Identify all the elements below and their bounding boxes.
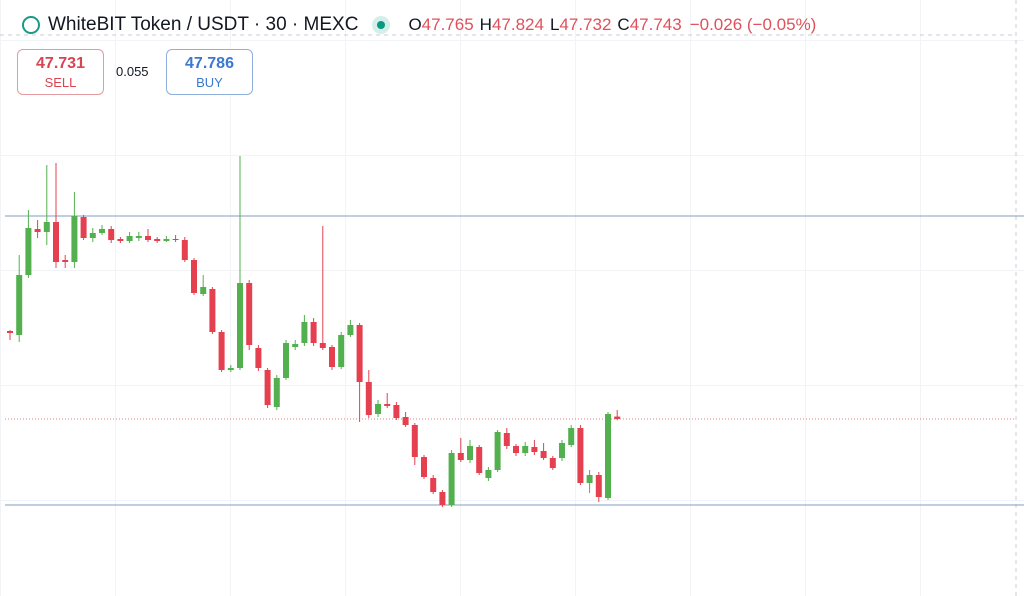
- candle-body: [430, 478, 437, 492]
- sell-label: SELL: [44, 75, 77, 90]
- candle-body: [200, 287, 207, 294]
- candle-body: [117, 239, 124, 241]
- candle-body: [154, 239, 161, 241]
- candle-body: [329, 347, 335, 367]
- candle-body: [338, 335, 345, 367]
- candle-body: [255, 348, 262, 368]
- candle-body: [577, 428, 584, 483]
- candle-body: [163, 239, 170, 241]
- ohlc-value: 47.732: [559, 15, 612, 34]
- candle-body: [80, 217, 87, 238]
- candle-body: [145, 236, 151, 240]
- candle-body: [181, 240, 188, 260]
- candle-body: [485, 470, 492, 478]
- candle-body: [375, 404, 381, 414]
- candle-body: [448, 453, 455, 505]
- candle-body: [108, 229, 115, 240]
- candle-body: [540, 451, 547, 458]
- candle-body: [301, 322, 308, 343]
- ohlc-label: H: [479, 15, 492, 34]
- candle-body: [172, 239, 179, 240]
- buy-label: BUY: [196, 75, 223, 90]
- candle-body: [7, 331, 13, 333]
- ohlc-value: 47.824: [491, 15, 544, 34]
- candle-body: [439, 492, 446, 505]
- candle-body: [356, 325, 363, 382]
- candle-body: [34, 229, 41, 232]
- candle-body: [559, 443, 565, 458]
- symbol-header: WhiteBIT Token / USDT · 30 · MEXC O 47.76…: [22, 14, 816, 36]
- candle-body: [292, 344, 299, 347]
- ohlc-value: 47.743: [629, 15, 682, 34]
- candle-body: [264, 370, 271, 405]
- spread: 0.055: [116, 64, 149, 79]
- candle-body: [384, 404, 391, 406]
- candle-body: [595, 475, 602, 497]
- candle-body: [347, 325, 354, 335]
- candle-body: [71, 216, 78, 262]
- candle-body: [494, 432, 501, 470]
- candle-body: [614, 416, 621, 419]
- candle-body: [89, 233, 96, 238]
- candle-body: [209, 289, 216, 332]
- candle-body: [319, 343, 326, 348]
- candle-body: [421, 457, 427, 477]
- candle-body: [476, 447, 483, 473]
- candle-body: [16, 275, 23, 335]
- buy-button[interactable]: 47.786 BUY: [166, 49, 253, 95]
- candle-body: [237, 283, 243, 368]
- candle-body: [605, 414, 611, 498]
- candle-body: [126, 236, 133, 241]
- market-status: [372, 16, 391, 34]
- candle-body: [246, 283, 253, 345]
- candle-body: [531, 447, 538, 452]
- sell-button[interactable]: 47.731 SELL: [17, 49, 104, 95]
- candle-body: [513, 446, 519, 453]
- ohlc-label: O: [408, 15, 422, 34]
- symbol-title[interactable]: WhiteBIT Token / USDT · 30 · MEXC: [48, 14, 359, 35]
- candle-body: [25, 228, 32, 275]
- candle-body: [365, 382, 372, 415]
- candle-body: [62, 260, 69, 262]
- candle-body: [522, 446, 529, 453]
- candle-body: [310, 322, 317, 343]
- sell-price: 47.731: [36, 55, 85, 72]
- candle-body: [191, 260, 197, 293]
- candle-body: [53, 222, 59, 262]
- candle-body: [467, 446, 473, 460]
- symbol-logo: [22, 16, 40, 34]
- candle-body: [283, 343, 289, 378]
- candle-body: [227, 368, 234, 370]
- ohlc-value: 47.765: [421, 15, 474, 34]
- buy-price: 47.786: [185, 55, 234, 72]
- candle-body: [503, 433, 510, 446]
- candle-body: [402, 417, 409, 425]
- ohlc-label: C: [617, 15, 630, 34]
- candle-body: [135, 236, 142, 238]
- candle-body: [549, 458, 556, 468]
- change: −0.026 (−0.05%): [689, 15, 817, 34]
- candle-body: [457, 453, 464, 460]
- candle-body: [411, 425, 418, 457]
- candle-body: [99, 229, 105, 233]
- candle-body: [273, 378, 280, 407]
- candle-body: [586, 475, 593, 483]
- candle-body: [218, 332, 225, 370]
- candle-body: [568, 428, 575, 445]
- ohlc-label: L: [549, 15, 560, 34]
- candle-body: [43, 222, 50, 232]
- candle-body: [393, 405, 400, 418]
